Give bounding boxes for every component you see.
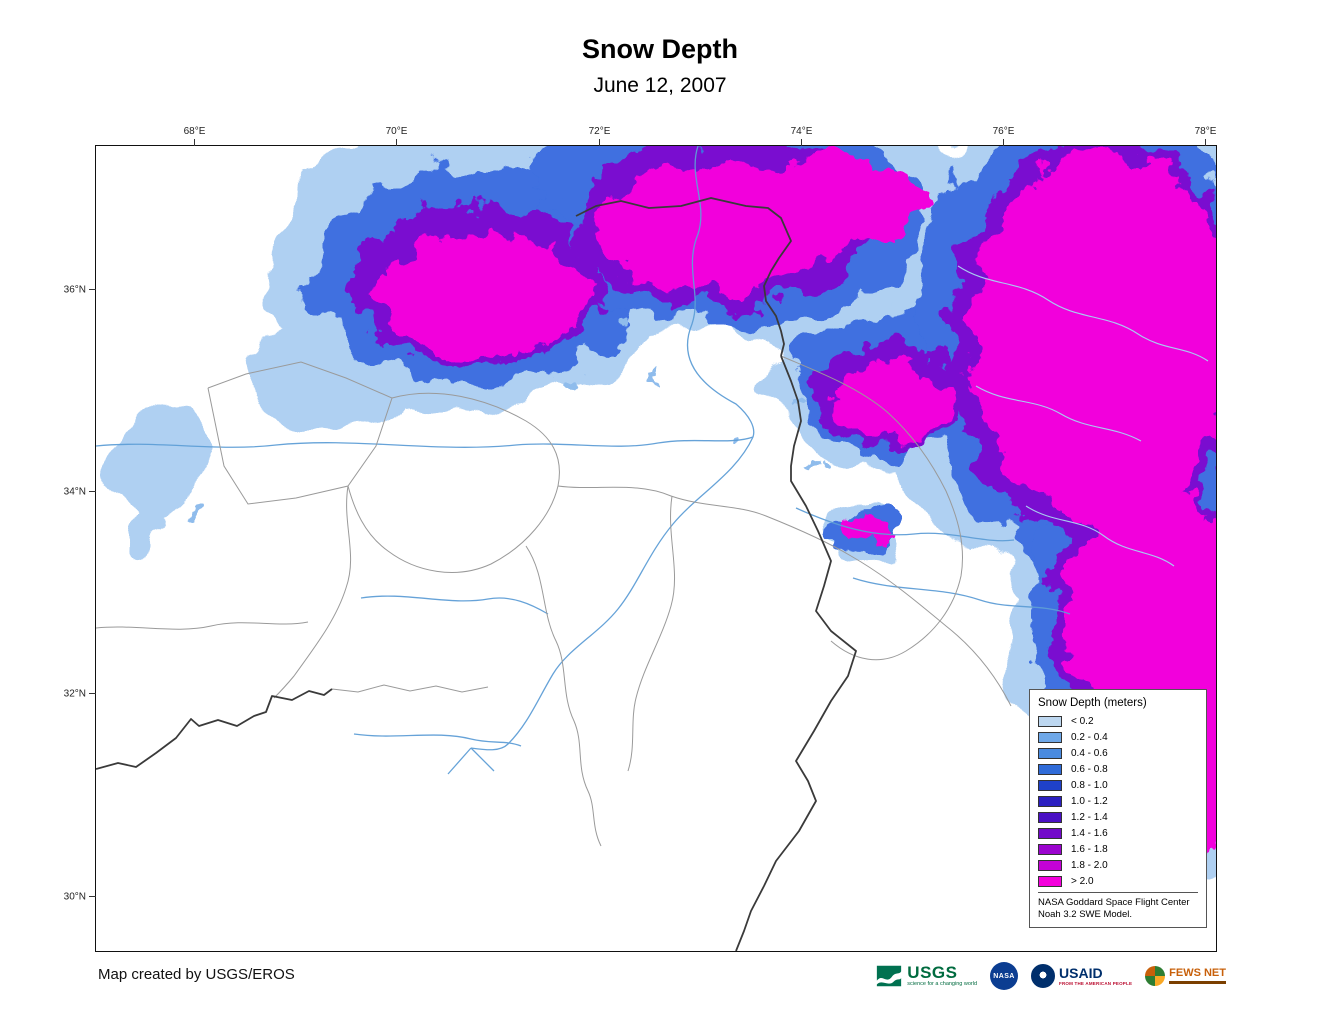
legend-row: 1.8 - 2.0 (1038, 860, 1198, 871)
legend-swatch (1038, 812, 1062, 823)
usgs-logo: USGS science for a changing world (875, 962, 977, 990)
legend-row: 0.4 - 0.6 (1038, 748, 1198, 759)
legend-label: 0.6 - 0.8 (1071, 764, 1108, 775)
legend-swatch (1038, 764, 1062, 775)
admin-boundaries (96, 355, 1012, 847)
legend-row: 0.8 - 1.0 (1038, 780, 1198, 791)
legend-label: 1.6 - 1.8 (1071, 844, 1108, 855)
legend-swatch (1038, 876, 1062, 887)
x-axis-tick: 72°E (589, 126, 610, 146)
legend-label: 0.4 - 0.6 (1071, 748, 1108, 759)
legend-label: 1.2 - 1.4 (1071, 812, 1108, 823)
legend-row: 1.2 - 1.4 (1038, 812, 1198, 823)
legend-swatch (1038, 860, 1062, 871)
nasa-meatball-icon: NASA (990, 962, 1019, 990)
x-axis-tick-label: 74°E (790, 126, 813, 137)
snow-depth-map-image (96, 146, 1216, 951)
legend-row: 1.0 - 1.2 (1038, 796, 1198, 807)
x-axis-tick-label: 68°E (183, 126, 206, 137)
rivers-highland (957, 265, 1209, 567)
y-axis-tick: 34°N (64, 486, 96, 497)
legend-rows: < 0.2 0.2 - 0.4 0.4 - 0.6 0.6 - 0.8 0.8 - 1.… (1038, 716, 1198, 887)
usgs-wave-icon (877, 965, 902, 987)
x-axis-tick: 70°E (386, 126, 407, 146)
legend-label: 1.4 - 1.6 (1071, 828, 1108, 839)
y-axis-tick: 30°N (64, 891, 96, 902)
x-axis-tick: 74°E (791, 126, 812, 146)
y-axis-tick-label: 30°N (63, 891, 86, 902)
y-axis-tick: 36°N (64, 284, 96, 295)
y-axis-tick-label: 32°N (63, 688, 86, 699)
legend-swatch (1038, 732, 1062, 743)
legend-note: NASA Goddard Space Flight Center Noah 3.… (1038, 892, 1198, 922)
usgs-logo-tagline: science for a changing world (907, 981, 978, 988)
legend-row: 1.4 - 1.6 (1038, 828, 1198, 839)
x-axis-tick-label: 78°E (1194, 126, 1217, 137)
legend-row: > 2.0 (1038, 876, 1198, 887)
map-canvas: Snow Depth (meters) < 0.2 0.2 - 0.4 0.4 - … (96, 146, 1216, 951)
legend-note-line: Noah 3.2 SWE Model. (1038, 909, 1132, 921)
fews-net-logo-text: FEWS NET (1169, 967, 1226, 979)
legend-swatch (1038, 796, 1062, 807)
x-axis-tick: 76°E (993, 126, 1014, 146)
y-axis-tick: 32°N (64, 688, 96, 699)
legend-row: 0.6 - 0.8 (1038, 764, 1198, 775)
usaid-seal-icon (1031, 964, 1056, 988)
legend-label: 1.8 - 2.0 (1071, 860, 1108, 871)
x-axis-tick-label: 70°E (385, 126, 408, 137)
legend-row: 0.2 - 0.4 (1038, 732, 1198, 743)
x-axis-tick-label: 72°E (588, 126, 611, 137)
y-axis-tick-label: 34°N (63, 486, 86, 497)
fews-net-logo-bar (1169, 981, 1226, 984)
legend-note-line: NASA Goddard Space Flight Center (1038, 897, 1190, 908)
legend-swatch (1038, 748, 1062, 759)
legend-row: < 0.2 (1038, 716, 1198, 727)
legend-swatch (1038, 828, 1062, 839)
logo-strip: USGS science for a changing world NASA U… (875, 956, 1226, 996)
fews-net-logo: FEWS NET (1145, 966, 1226, 986)
rivers (96, 146, 1071, 775)
snow-speckles (185, 319, 820, 522)
x-axis-tick-label: 76°E (992, 126, 1015, 137)
x-axis-tick: 68°E (184, 126, 205, 146)
international-boundaries (96, 197, 857, 951)
x-axis-tick: 78°E (1195, 126, 1216, 146)
legend-row: 1.6 - 1.8 (1038, 844, 1198, 855)
map-credit: Map created by USGS/EROS (98, 966, 295, 983)
legend-swatch (1038, 716, 1062, 727)
legend-label: > 2.0 (1071, 876, 1094, 887)
y-axis-tick-label: 36°N (63, 284, 86, 295)
legend-title: Snow Depth (meters) (1038, 697, 1147, 709)
page-subtitle: June 12, 2007 (593, 74, 727, 97)
fews-net-globe-icon (1145, 966, 1166, 986)
usaid-logo-tagline: FROM THE AMERICAN PEOPLE (1059, 981, 1133, 986)
page-title: Snow Depth (582, 34, 738, 64)
map-legend: Snow Depth (meters) < 0.2 0.2 - 0.4 0.4 - … (1029, 689, 1207, 928)
usaid-logo-text: USAID (1059, 965, 1103, 981)
legend-swatch (1038, 780, 1062, 791)
usaid-logo: USAID FROM THE AMERICAN PEOPLE (1031, 964, 1132, 988)
map-frame: 68°E 70°E 72°E 74°E 76°E 78°E 36°N 34°N … (64, 126, 1217, 952)
legend-swatch (1038, 844, 1062, 855)
legend-label: 0.2 - 0.4 (1071, 732, 1108, 743)
legend-label: 1.0 - 1.2 (1071, 796, 1108, 807)
nasa-logo: NASA (990, 962, 1019, 990)
usgs-logo-text: USGS (907, 963, 958, 983)
legend-label: < 0.2 (1071, 716, 1094, 727)
legend-label: 0.8 - 1.0 (1071, 780, 1108, 791)
